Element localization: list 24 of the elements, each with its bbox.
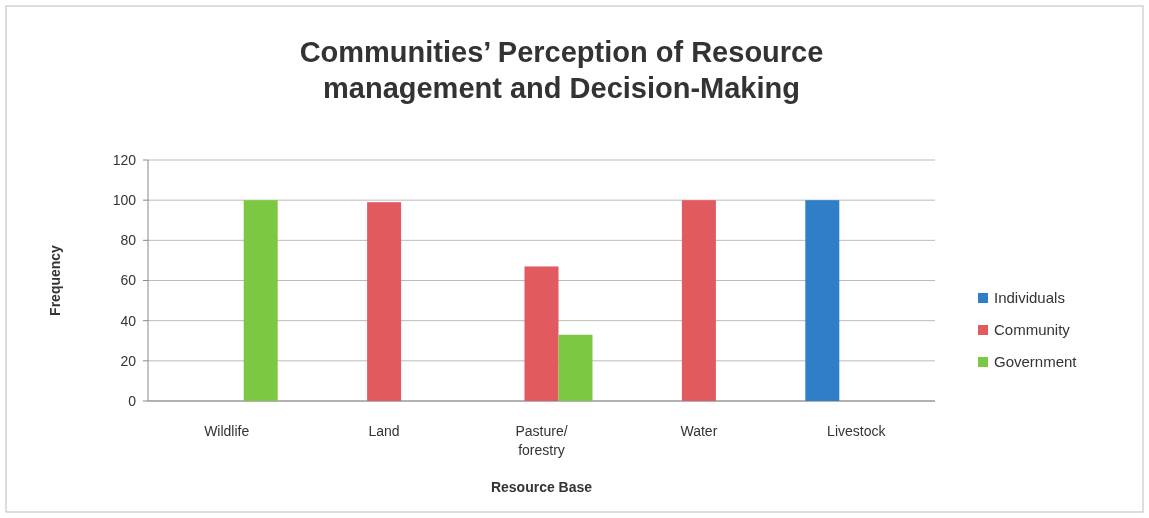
bar xyxy=(524,266,559,401)
x-tick-label: Livestock xyxy=(827,423,887,439)
y-tick-label: 0 xyxy=(128,392,137,409)
y-tick-label: 40 xyxy=(120,312,137,329)
legend-label: Individuals xyxy=(994,289,1065,307)
bar xyxy=(243,200,278,401)
y-tick-label: 60 xyxy=(120,272,137,289)
y-tick-label: 120 xyxy=(112,151,137,168)
y-tick-label: 100 xyxy=(112,192,137,209)
bar xyxy=(367,202,402,401)
bar xyxy=(558,334,593,401)
bar xyxy=(681,200,716,401)
y-tick-label: 20 xyxy=(120,352,137,369)
legend-label: Community xyxy=(994,321,1071,339)
x-axis-title: Resource Base xyxy=(490,479,593,495)
x-tick-label: Land xyxy=(368,423,400,439)
bar xyxy=(805,200,840,401)
y-axis-title: Frequency xyxy=(47,244,63,316)
y-tick-label: 80 xyxy=(120,232,137,249)
legend-label: Government xyxy=(994,353,1078,371)
x-tick-label: Water xyxy=(680,423,718,439)
x-tick-label: Wildlife xyxy=(204,423,250,439)
x-tick-label: Pasture/ forestry xyxy=(515,423,568,458)
chart-title: Communities’ Perception of Resource management and Decision-Making xyxy=(299,36,824,104)
